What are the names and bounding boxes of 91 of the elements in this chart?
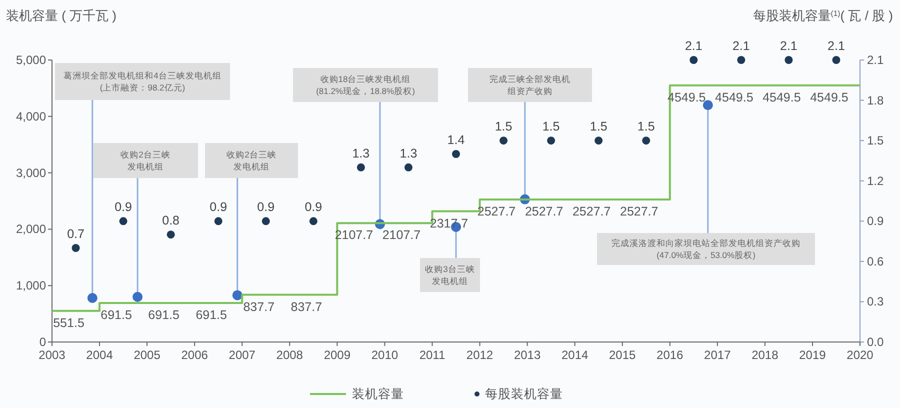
data-label: 551.5: [53, 316, 84, 330]
y2-tick-label: 1.8: [867, 93, 884, 108]
data-label: 2107.7: [382, 228, 421, 242]
data-label: 837.7: [290, 300, 322, 314]
data-label: 2.1: [828, 39, 845, 53]
x-tick-label: 2010: [371, 348, 398, 362]
y-tick-label: 1,000: [16, 278, 46, 293]
data-label: 4549.5: [715, 90, 754, 104]
point: [547, 136, 556, 145]
point: [832, 56, 840, 64]
x-tick-label: 2003: [38, 348, 66, 362]
annotation: 收购18台三峡发电机组(81.2%现金，18.8%股权): [316, 74, 416, 96]
y2-tick-label: 1.5: [867, 134, 884, 148]
x-tick-label: 2018: [752, 348, 779, 362]
annotation: 收购2台三峡发电机组: [226, 150, 276, 172]
annotation: 完成溪洛渡和向家坝电站全部发电机组资产收购(47.0%现金，53.0%股权): [612, 238, 800, 260]
annotation: 收购2台三峡发电机组: [120, 150, 170, 172]
point: [594, 136, 603, 145]
x-tick-label: 2016: [656, 348, 684, 362]
data-label: 2527.7: [572, 204, 611, 218]
point: [119, 217, 128, 226]
data-label: 2527.7: [620, 204, 658, 218]
point: [309, 217, 318, 226]
y-tick-label: 4,000: [16, 109, 46, 124]
legend-label: 每股装机容量: [485, 386, 563, 401]
point: [404, 163, 412, 172]
data-label: 0.8: [162, 214, 180, 228]
y-tick-label: 3,000: [16, 166, 46, 180]
x-tick-label: 2007: [228, 348, 256, 362]
x-tick-label: 2004: [86, 348, 114, 362]
data-label: 0.9: [304, 200, 322, 214]
data-label: 691.5: [196, 308, 228, 322]
x-tick-label: 2012: [466, 348, 494, 362]
x-tick-label: 2013: [514, 348, 541, 362]
data-label: 1.3: [400, 146, 418, 160]
data-label: 4549.5: [810, 90, 848, 104]
point: [356, 163, 365, 172]
data-label: 1.5: [494, 120, 512, 134]
data-label: 0.7: [67, 227, 84, 241]
data-label: 837.7: [243, 300, 275, 314]
data-label: 0.9: [257, 200, 275, 214]
y-tick-label: 2,000: [16, 222, 46, 236]
annotation: 完成三峡全部发电机组资产收购: [490, 74, 570, 96]
legend-label: 装机容量: [352, 386, 404, 401]
y2-tick-label: 0.6: [867, 254, 884, 268]
y2-tick-label: 1.2: [867, 174, 884, 188]
y-tick-label: 5,000: [16, 53, 46, 67]
x-tick-label: 2019: [799, 348, 826, 362]
point: [737, 56, 746, 64]
data-label: 2527.7: [524, 204, 564, 218]
data-label: 1.3: [352, 146, 370, 160]
annotation: 收购3台三峡发电机组: [425, 264, 475, 286]
y2-tick-label: 2.1: [867, 53, 884, 67]
data-label: 0.9: [210, 200, 228, 214]
data-label: 2.1: [780, 39, 798, 53]
data-label: 4549.5: [762, 90, 801, 104]
data-label: 1.5: [590, 120, 608, 134]
y-axis-title: 装机容量 ( 万千瓦 ): [6, 8, 116, 23]
data-label: 691.5: [100, 308, 132, 322]
point: [262, 217, 270, 226]
y2-tick-label: 0.9: [867, 214, 884, 228]
x-tick-label: 2006: [181, 348, 208, 362]
y-tick-label: 0: [39, 335, 46, 349]
y2-tick-label: 0.0: [867, 335, 884, 349]
x-tick-label: 2011: [419, 348, 446, 362]
data-label: 2527.7: [477, 204, 516, 218]
data-label: 2.1: [732, 39, 750, 53]
data-label: 1.5: [542, 120, 560, 134]
x-tick-label: 2020: [846, 348, 874, 362]
point: [500, 136, 508, 145]
x-tick-label: 2017: [704, 348, 732, 362]
x-tick-label: 2014: [561, 348, 588, 362]
data-label: 2.1: [684, 39, 702, 53]
x-tick-label: 2015: [609, 348, 636, 362]
point: [452, 150, 460, 158]
annotation: 葛洲坝全部发电机组和4台三峡发电机组(上市融资：98.2亿元): [64, 70, 222, 92]
y2-tick-label: 0.3: [867, 294, 884, 309]
point: [690, 56, 698, 64]
point: [72, 244, 80, 252]
data-label: 1.5: [637, 120, 655, 134]
x-tick-label: 2005: [134, 348, 161, 362]
data-label: 1.4: [447, 133, 465, 147]
x-tick-label: 2008: [276, 348, 304, 362]
data-label: 691.5: [148, 308, 180, 322]
point: [214, 217, 222, 226]
point: [166, 230, 175, 239]
y2-axis-title: 每股装机容量$^{(1)}$( 瓦 / 股 ): [752, 8, 893, 23]
x-tick-label: 2009: [324, 348, 351, 362]
point: [784, 56, 793, 64]
data-label: 0.9: [114, 200, 132, 214]
point: [642, 136, 650, 145]
